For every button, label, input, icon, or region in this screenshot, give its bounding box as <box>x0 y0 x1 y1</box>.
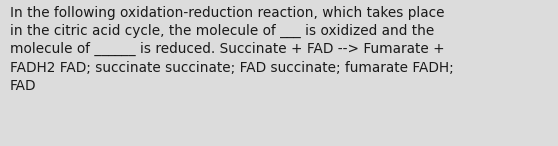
Text: In the following oxidation-reduction reaction, which takes place
in the citric a: In the following oxidation-reduction rea… <box>10 6 454 93</box>
